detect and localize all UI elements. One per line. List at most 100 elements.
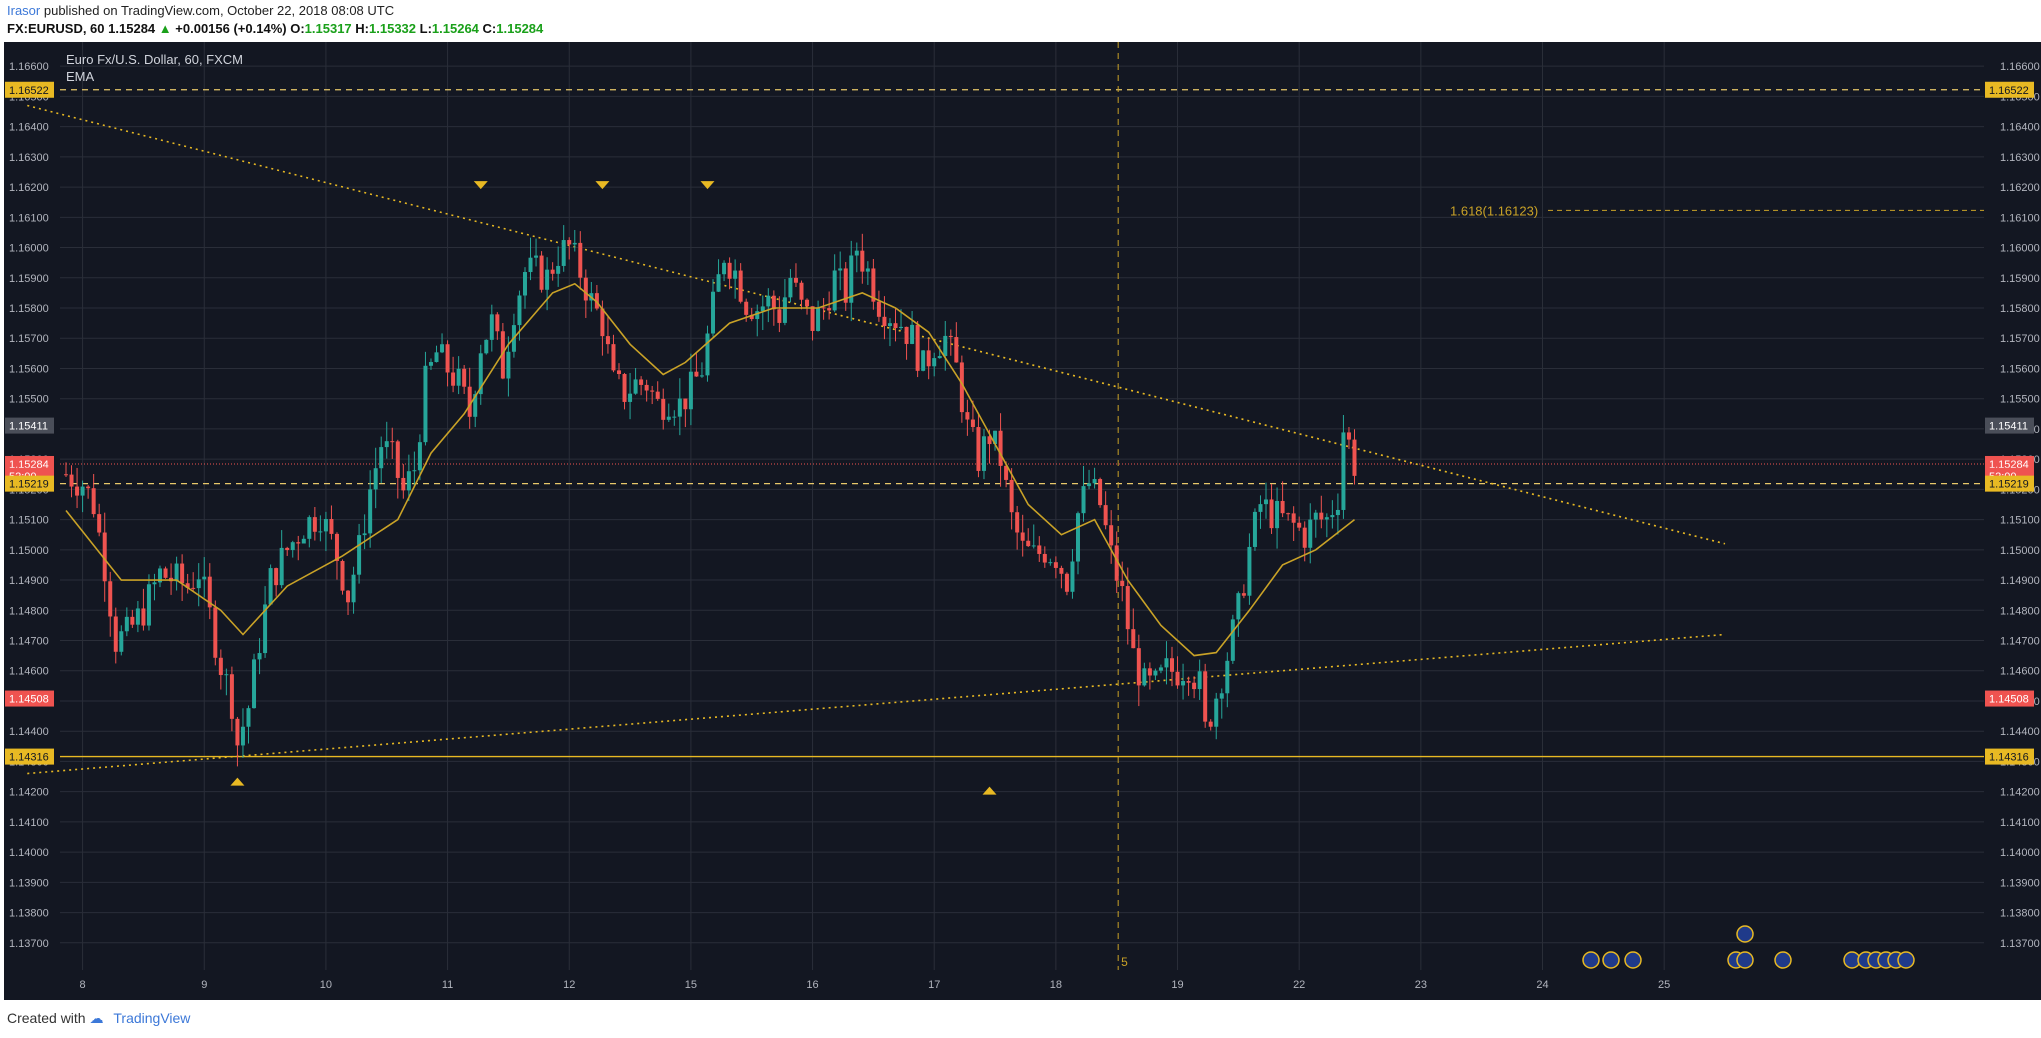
candle [384,421,389,459]
price-tick-label: 1.15700 [2000,333,2040,345]
price-label-box [1985,417,2034,434]
candle [672,410,677,426]
candle [1136,634,1141,707]
economic-events[interactable] [1582,925,1915,969]
candle [738,263,743,304]
candle [390,427,395,459]
price-label: 1.15219 [1985,475,2034,492]
candle [235,716,240,767]
candle [1098,477,1103,508]
tradingview-link[interactable]: TradingView [113,1010,191,1026]
time-tick-label: 17 [928,979,940,991]
candle-body [1275,500,1280,529]
candle-body [1064,573,1069,592]
trend-lines [27,42,1726,970]
candle [567,237,572,260]
candle-body [180,563,185,584]
price-label-box [1985,748,2034,765]
candle-body [1031,545,1036,547]
price-tick-label: 1.16200 [9,182,49,194]
candle [628,372,633,420]
candle-body [567,240,572,245]
trendline [27,633,1726,775]
price-tick-label: 1.16000 [9,243,49,255]
candle-body [307,517,312,539]
candle [467,367,472,429]
candle [146,574,151,631]
candle-body [1352,439,1357,476]
plot-area[interactable] [60,42,1984,970]
candle-body [705,333,710,376]
price-label-box [1985,690,2034,707]
price-tick-label: 1.15900 [2000,273,2040,285]
price-label-text: 1.14508 [1989,694,2029,706]
grid-lines [60,42,1984,970]
candle [373,447,378,509]
candle-body [500,331,505,379]
price-label-text: 1.16522 [9,85,49,97]
candle-body [229,674,234,719]
candle [207,563,212,620]
candle [257,638,262,675]
candle-body [213,607,218,658]
candle [1346,427,1351,450]
candle [1042,546,1047,568]
candle [993,430,998,451]
candle-body [263,604,268,654]
candle [440,333,445,354]
economic-event-icon [1774,951,1792,969]
candle [506,336,511,397]
economic-event-icon [1736,951,1754,969]
candle [86,484,91,499]
price-tick-label: 1.15000 [2000,545,2040,557]
candle-body [445,344,450,373]
candle-body [224,674,229,676]
author-link[interactable]: Irasor [7,3,41,18]
candle-body [932,358,937,367]
candle [495,312,500,340]
price-label-text: 1.15219 [1989,479,2029,491]
candle [1186,676,1191,696]
price-tick-label: 1.14600 [9,666,49,678]
candle [224,668,229,696]
candle [1142,662,1147,687]
candle [733,259,738,299]
candle-body [108,581,113,617]
tradingview-logo-icon: ☁ [89,1010,104,1026]
candle [722,260,727,282]
candle [1081,465,1086,522]
candle [296,535,301,561]
time-tick-label: 12 [563,979,575,991]
candle-body [440,344,445,353]
candle-body [699,375,704,377]
event-circle [1582,951,1600,969]
candle [428,358,433,371]
candle [1114,531,1119,593]
candle-body [1208,721,1213,727]
candle [478,344,483,405]
candle [1048,558,1053,566]
price-label-text: 1.15411 [1989,421,2028,433]
fib-extension-label: 1.618(1.16123) [1450,203,1538,218]
candle [749,307,754,322]
candle-body [1236,593,1241,620]
candle-body [1131,629,1136,649]
candle-body [572,242,577,245]
candle [766,288,771,323]
candle-body [749,314,754,320]
candle-body [655,391,660,399]
candle-body [252,659,257,709]
candle [1059,565,1064,589]
candle [639,376,644,396]
event-circle [1897,951,1915,969]
candle-body [1170,658,1174,672]
candle [334,532,339,580]
candle [755,304,760,337]
candle-body [733,270,738,279]
up-arrow-icon: ▲ [158,21,172,36]
candle-body [401,477,406,491]
candle-body [633,379,638,394]
candle-body [1053,562,1058,568]
candle-body [1186,681,1191,683]
